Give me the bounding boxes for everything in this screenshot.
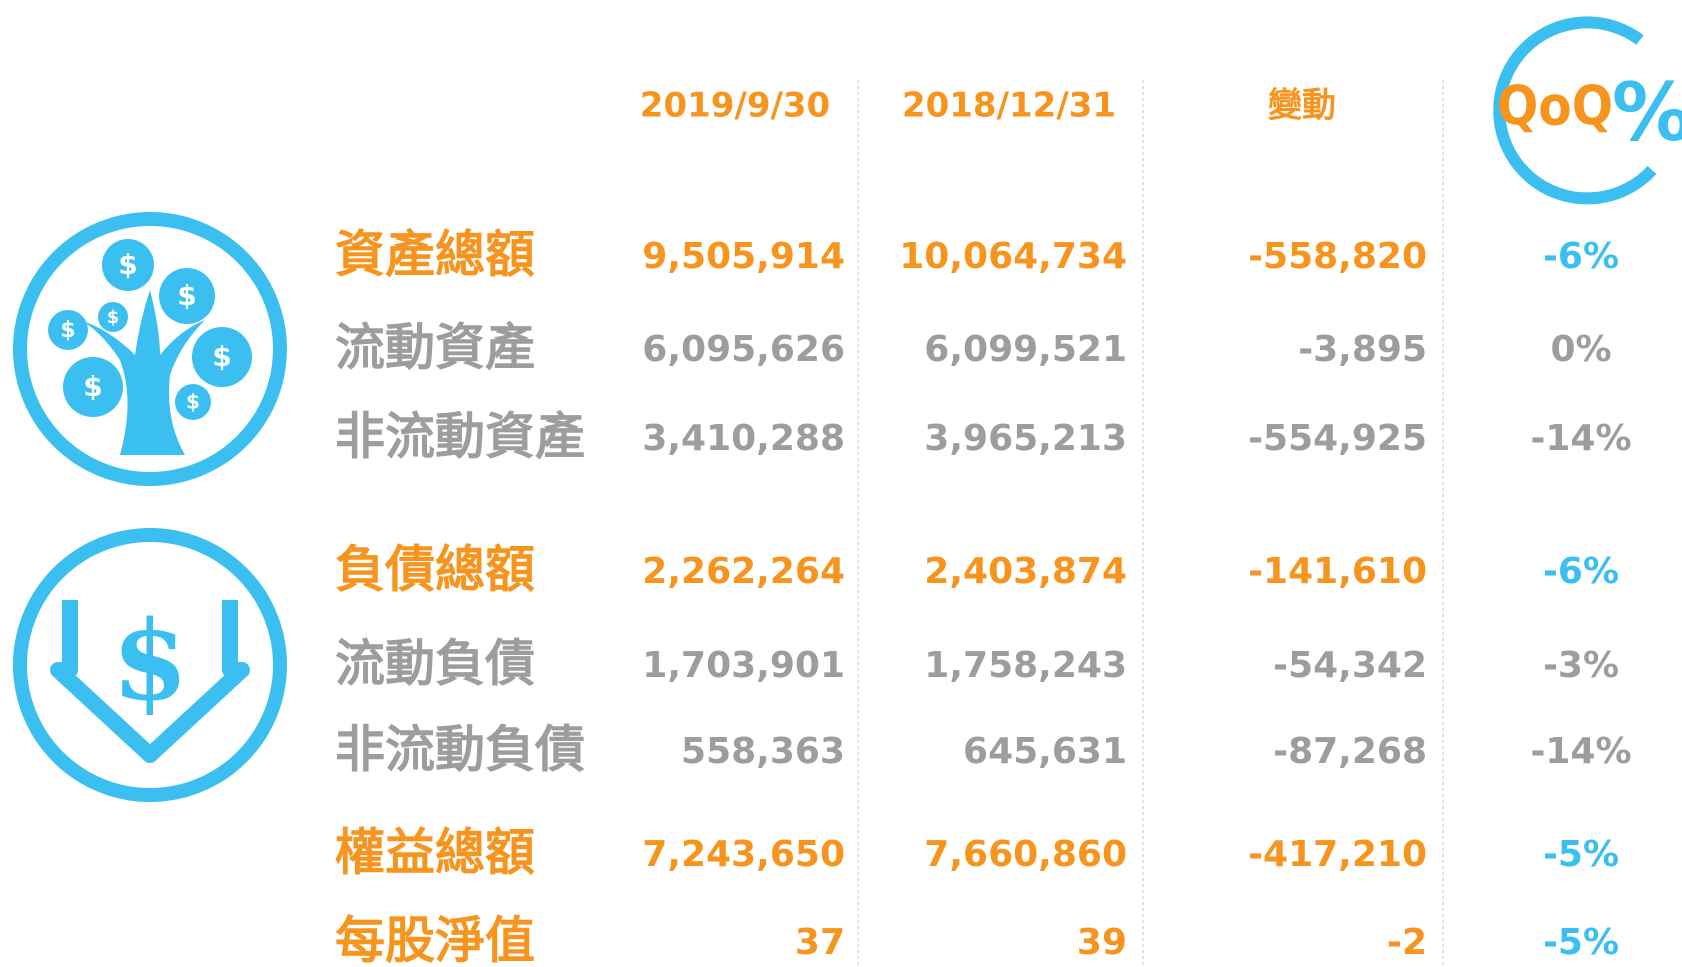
svg-text:$: $ xyxy=(107,307,120,328)
row-label: 非流動資產 xyxy=(335,408,585,466)
row-label: 資產總額 xyxy=(335,226,535,284)
column-dividers xyxy=(857,80,1444,967)
cell: 10,064,734 xyxy=(899,236,1127,277)
cell: 1,758,243 xyxy=(924,645,1127,686)
cell: -5% xyxy=(1543,834,1619,875)
cell: 6,099,521 xyxy=(924,329,1127,370)
cell: -6% xyxy=(1543,236,1619,277)
svg-text:$: $ xyxy=(186,390,200,414)
cell: 39 xyxy=(1077,922,1127,963)
cell: -417,210 xyxy=(1248,834,1427,875)
cell: 3,965,213 xyxy=(924,418,1127,459)
cell: -2 xyxy=(1387,922,1427,963)
row-label: 負債總額 xyxy=(335,541,535,599)
cell: -3% xyxy=(1543,645,1619,686)
cell: 7,660,860 xyxy=(924,834,1127,875)
cell: -54,342 xyxy=(1273,645,1427,686)
row-label: 流動負債 xyxy=(335,635,535,693)
column-header: 2018/12/31 xyxy=(902,86,1116,126)
cell: -558,820 xyxy=(1248,236,1427,277)
svg-text:$: $ xyxy=(60,318,75,343)
column-header: 2019/9/30 xyxy=(640,86,830,126)
row-label: 每股淨值 xyxy=(335,912,535,967)
svg-text:$: $ xyxy=(112,596,189,725)
qoq-badge: QoQ % xyxy=(1493,16,1682,205)
asset-icon: $ $ $ $ $ $ $ xyxy=(13,212,287,486)
cell: -87,268 xyxy=(1273,731,1427,772)
cell: -5% xyxy=(1543,922,1619,963)
row-label: 流動資產 xyxy=(335,319,535,377)
cell: 3,410,288 xyxy=(642,418,845,459)
column-header: 變動 xyxy=(1268,86,1336,126)
badge-text: QoQ xyxy=(1497,75,1613,138)
cell: -6% xyxy=(1543,551,1619,592)
cell: 1,703,901 xyxy=(642,645,845,686)
svg-text:$: $ xyxy=(83,370,102,403)
liability-icon: $ xyxy=(13,528,287,802)
svg-text:$: $ xyxy=(118,248,137,281)
cell: 6,095,626 xyxy=(642,329,845,370)
cell: 558,363 xyxy=(681,731,845,772)
cell: -14% xyxy=(1530,418,1631,459)
cell: 2,262,264 xyxy=(642,551,845,592)
cell: -14% xyxy=(1530,731,1631,772)
svg-text:$: $ xyxy=(212,340,231,373)
row-label: 非流動負債 xyxy=(335,721,585,779)
svg-text:$: $ xyxy=(177,279,196,312)
cell: 2,403,874 xyxy=(924,551,1127,592)
cell: 645,631 xyxy=(963,731,1127,772)
row-label: 權益總額 xyxy=(335,824,535,882)
cell: 7,243,650 xyxy=(642,834,845,875)
cell: -554,925 xyxy=(1248,418,1427,459)
cell: 0% xyxy=(1550,329,1611,370)
cell: 37 xyxy=(795,922,845,963)
cell: -3,895 xyxy=(1298,329,1427,370)
badge-symbol: % xyxy=(1612,66,1682,159)
cell: -141,610 xyxy=(1248,551,1427,592)
cell: 9,505,914 xyxy=(642,236,845,277)
